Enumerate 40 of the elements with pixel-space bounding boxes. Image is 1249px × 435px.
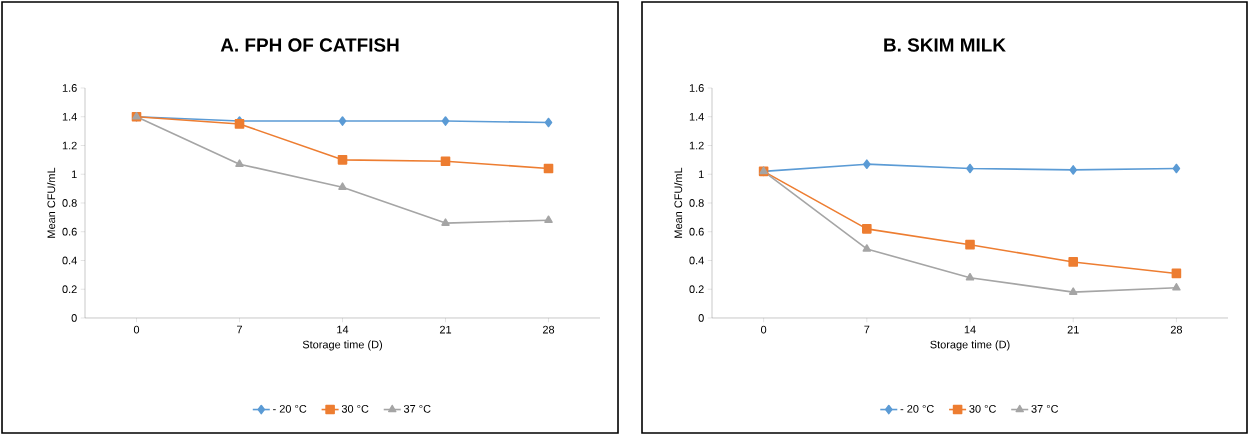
x-tick-label: 7 <box>237 325 243 334</box>
y-tick-label: 0.6 <box>62 227 77 236</box>
legend-label: - 20 °C <box>900 404 934 413</box>
x-tick-label: 21 <box>1067 325 1079 334</box>
x-tick-label: 0 <box>760 325 767 334</box>
y-tick-label: 0.2 <box>689 285 704 294</box>
x-tick-label: 14 <box>337 325 349 334</box>
y-tick-label: 1 <box>71 170 77 178</box>
y-tick-label: 1.6 <box>62 84 77 92</box>
y-axis-title: Mean CFU/mL <box>674 167 683 238</box>
legend-label: 37 °C <box>403 404 431 413</box>
y-tick-label: 1.2 <box>689 141 704 150</box>
x-tick-label: 28 <box>542 325 555 334</box>
chart-title: B. SKIM MILK <box>884 38 1006 52</box>
y-tick-label: 0 <box>71 314 77 322</box>
legend-label: - 20 °C <box>273 404 307 413</box>
y-tick-label: 0.4 <box>62 256 77 265</box>
chart-title: A. FPH OF CATFISH <box>220 38 399 52</box>
y-tick-label: 1.4 <box>689 112 704 121</box>
x-tick-label: 28 <box>1170 325 1183 334</box>
y-tick-label: 1.2 <box>62 141 77 150</box>
y-tick-label: 0.8 <box>62 199 77 207</box>
y-tick-label: 0.8 <box>689 199 704 207</box>
x-tick-label: 14 <box>964 325 976 334</box>
x-axis-title: Storage time (D) <box>302 340 383 351</box>
x-tick-label: 7 <box>864 325 870 334</box>
y-tick-label: 0.4 <box>689 256 704 265</box>
legend-label: 30 °C <box>969 404 996 413</box>
y-tick-label: 0 <box>698 314 704 322</box>
x-axis-title: Storage time (D) <box>930 340 1010 351</box>
y-axis-title: Mean CFU/mL <box>47 167 56 238</box>
legend-label: 30 °C <box>341 404 369 413</box>
y-tick-label: 0.6 <box>689 227 704 236</box>
y-tick-label: 0.2 <box>62 285 77 294</box>
x-tick-label: 21 <box>439 325 452 334</box>
y-tick-label: 1 <box>698 170 704 178</box>
x-tick-label: 0 <box>133 325 140 334</box>
legend-label: 37 °C <box>1031 404 1059 413</box>
y-tick-label: 1.6 <box>689 84 704 92</box>
y-tick-label: 1.4 <box>62 112 77 121</box>
